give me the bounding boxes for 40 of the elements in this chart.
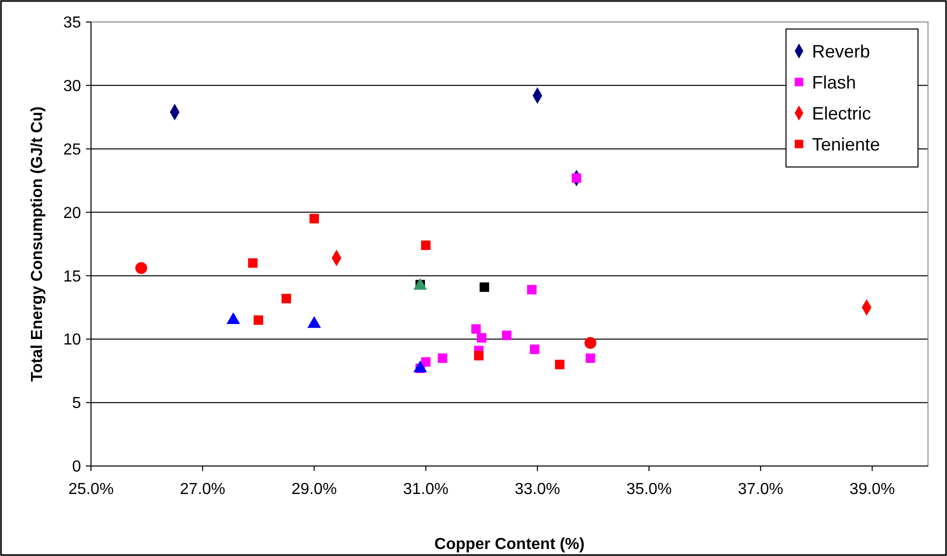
y-tick-label: 20 (63, 204, 82, 222)
point (135, 262, 148, 274)
x-axis-title: Copper Content (%) (434, 536, 585, 553)
x-tick-label: 39.0% (850, 481, 895, 498)
point (282, 294, 292, 304)
legend-label: Teniente (812, 134, 880, 154)
x-tick-label: 25.0% (68, 481, 114, 498)
x-tick-label: 37.0% (738, 481, 784, 498)
x-tick-label: 29.0% (292, 481, 337, 498)
point (502, 330, 512, 340)
legend-label: Electric (812, 103, 872, 124)
point (474, 350, 484, 360)
y-tick-label: 5 (72, 395, 82, 412)
y-tick-label: 0 (72, 458, 82, 476)
point (586, 353, 596, 363)
point (554, 360, 564, 370)
point (421, 240, 431, 250)
point (584, 337, 596, 349)
point (254, 315, 264, 325)
y-tick-label: 10 (63, 332, 82, 349)
x-tick-label: 33.0% (514, 481, 560, 498)
point (471, 324, 481, 334)
point (527, 284, 537, 294)
x-tick-label: 35.0% (626, 481, 672, 498)
legend-label: Flash (812, 72, 856, 92)
y-tick-label: 30 (63, 78, 82, 96)
point (476, 333, 486, 343)
point (530, 344, 540, 354)
point (309, 214, 319, 224)
y-tick-label: 25 (63, 141, 82, 158)
point (248, 258, 258, 268)
point (438, 353, 448, 363)
point (572, 173, 582, 183)
point (480, 282, 490, 292)
x-tick-label: 31.0% (403, 481, 448, 498)
y-tick-label: 35 (63, 14, 82, 32)
x-tick-label: 27.0% (180, 481, 226, 498)
y-axis-title: Total Energy Consumption (GJ/t Cu) (29, 106, 46, 382)
y-tick-label: 15 (63, 268, 82, 286)
legend-label: Reverb (812, 41, 870, 62)
